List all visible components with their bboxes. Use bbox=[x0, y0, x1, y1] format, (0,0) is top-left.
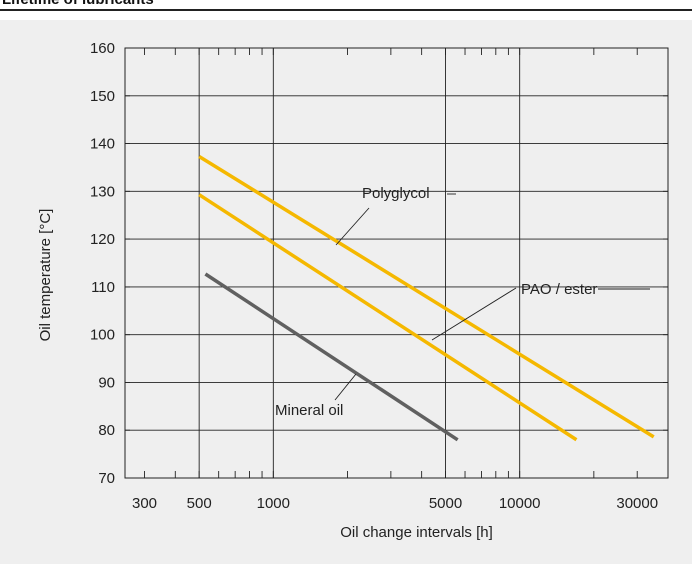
x-tick-labels: 300 500 1000 5000 10000 30000 bbox=[132, 495, 658, 512]
series-line-polyglycol bbox=[198, 154, 655, 439]
y-tick-label: 100 bbox=[90, 327, 115, 344]
y-tick-label: 140 bbox=[90, 136, 115, 153]
leader-line bbox=[431, 287, 517, 341]
y-tick-label: 120 bbox=[90, 231, 115, 248]
x-tick-label: 500 bbox=[187, 495, 212, 512]
y-tick-label: 80 bbox=[98, 422, 115, 439]
x-tick-label: 5000 bbox=[429, 495, 462, 512]
plot-frame bbox=[124, 47, 669, 479]
x-tick-label: 300 bbox=[132, 495, 157, 512]
x-tick-label: 1000 bbox=[257, 495, 290, 512]
page-title: Lifetime of lubricants bbox=[2, 0, 154, 8]
y-tick-label: 110 bbox=[91, 279, 115, 296]
y-tick-label: 70 bbox=[98, 470, 115, 487]
x-tick-label: 10000 bbox=[499, 495, 541, 512]
leader-line bbox=[334, 373, 357, 401]
top-rule bbox=[0, 9, 692, 11]
series-line-pao-ester bbox=[198, 193, 578, 442]
series-label: Polyglycol bbox=[362, 185, 430, 202]
leader-line bbox=[335, 207, 370, 246]
series-label: PAO / ester bbox=[521, 281, 597, 298]
y-tick-label: 90 bbox=[98, 374, 115, 391]
x-axis-title: Oil change intervals [h] bbox=[340, 524, 493, 541]
y-tick-label: 130 bbox=[90, 183, 115, 200]
y-axis-title: Oil temperature [°C] bbox=[37, 209, 54, 342]
series-label: Mineral oil bbox=[275, 402, 343, 419]
y-tick-label: 150 bbox=[90, 88, 115, 105]
minor-ticks bbox=[125, 47, 668, 479]
y-tick-label: 160 bbox=[90, 40, 115, 57]
series-line-mineral-oil bbox=[204, 272, 459, 442]
label-leaders: Polyglycol PAO / ester Mineral oil bbox=[275, 185, 650, 419]
series-lines bbox=[198, 154, 655, 442]
y-tick-labels: 70 80 90 100 110 120 130 140 150 160 bbox=[90, 40, 115, 487]
x-tick-label: 30000 bbox=[616, 495, 658, 512]
grid bbox=[125, 48, 668, 478]
